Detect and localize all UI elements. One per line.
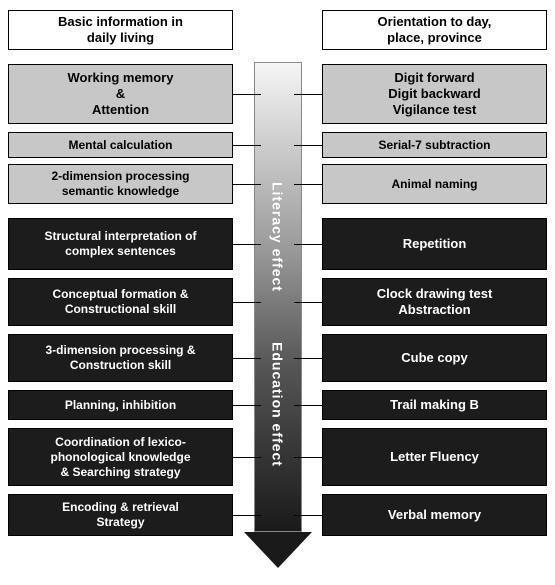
- box-text-line: Attention: [92, 102, 149, 118]
- right-header-box: Orientation to day,place, province: [322, 10, 547, 50]
- box-text-line: 3-dimension processing &: [45, 343, 195, 358]
- box-text-line: Structural interpretation of: [44, 229, 196, 244]
- connector-line: [294, 457, 323, 458]
- connector-line: [232, 405, 261, 406]
- left-header-box: Basic information indaily living: [8, 10, 233, 50]
- box-text-line: Working memory: [68, 70, 174, 86]
- connector-line: [232, 457, 261, 458]
- right-row-box: Trail making B: [322, 390, 547, 420]
- diagram-columns: Basic information indaily living Working …: [8, 10, 547, 536]
- box-text-line: semantic knowledge: [62, 184, 179, 199]
- connector-line: [294, 94, 323, 95]
- right-row-box: Digit forwardDigit backwardVigilance tes…: [322, 64, 547, 124]
- right-row-box: Repetition: [322, 218, 547, 270]
- box-text-line: Vigilance test: [393, 102, 477, 118]
- box-text-line: Cube copy: [401, 350, 467, 366]
- connector-line: [232, 94, 261, 95]
- box-text-line: Strategy: [96, 515, 144, 530]
- box-text-line: Digit forward: [394, 70, 474, 86]
- box-text-line: Clock drawing test: [377, 286, 493, 302]
- box-text-line: &: [116, 86, 125, 102]
- box-text-line: Animal naming: [391, 177, 477, 192]
- arrow-head-icon: [244, 532, 312, 568]
- connector-line: [232, 515, 261, 516]
- box-text-line: phonological knowledge: [50, 450, 190, 465]
- box-text-line: Verbal memory: [388, 507, 481, 523]
- box-text-line: Orientation to day,: [378, 14, 492, 30]
- connector-line: [294, 244, 323, 245]
- right-row-box: Clock drawing testAbstraction: [322, 278, 547, 326]
- right-row-box: Serial-7 subtraction: [322, 132, 547, 158]
- box-text-line: Mental calculation: [68, 138, 172, 153]
- box-text-line: Serial-7 subtraction: [378, 138, 490, 153]
- connector-line: [232, 145, 261, 146]
- box-text-line: Constructional skill: [65, 302, 176, 317]
- box-text-line: Coordination of lexico-: [55, 435, 186, 450]
- box-text-line: Conceptual formation &: [52, 287, 188, 302]
- connector-line: [294, 405, 323, 406]
- box-text-line: Construction skill: [70, 358, 171, 373]
- right-row-box: Animal naming: [322, 164, 547, 204]
- box-text-line: Abstraction: [398, 302, 470, 318]
- left-row-box: Working memory&Attention: [8, 64, 233, 124]
- box-text-line: Basic information in: [58, 14, 183, 30]
- left-row-box: Encoding & retrievalStrategy: [8, 494, 233, 536]
- left-column: Basic information indaily living Working …: [8, 10, 233, 536]
- left-row-box: Planning, inhibition: [8, 390, 233, 420]
- connector-line: [294, 184, 323, 185]
- box-text-line: & Searching strategy: [60, 465, 180, 480]
- box-text-line: Trail making B: [390, 397, 479, 413]
- right-row-box: Verbal memory: [322, 494, 547, 536]
- connector-line: [294, 302, 323, 303]
- box-text-line: 2-dimension processing: [51, 169, 189, 184]
- connector-line: [232, 244, 261, 245]
- connector-line: [294, 515, 323, 516]
- box-text-line: Digit backward: [388, 86, 480, 102]
- left-row-box: Mental calculation: [8, 132, 233, 158]
- right-row-box: Letter Fluency: [322, 428, 547, 486]
- right-row-box: Cube copy: [322, 334, 547, 382]
- box-text-line: Letter Fluency: [390, 449, 479, 465]
- box-text-line: complex sentences: [65, 244, 176, 259]
- box-text-line: Planning, inhibition: [65, 398, 176, 413]
- connector-line: [294, 358, 323, 359]
- box-text-line: place, province: [387, 30, 482, 46]
- box-text-line: daily living: [87, 30, 154, 46]
- left-row-box: 2-dimension processingsemantic knowledge: [8, 164, 233, 204]
- left-row-box: Structural interpretation ofcomplex sent…: [8, 218, 233, 270]
- left-row-box: Coordination of lexico-phonological know…: [8, 428, 233, 486]
- connector-line: [232, 302, 261, 303]
- box-text-line: Repetition: [403, 236, 467, 252]
- connector-line: [232, 184, 261, 185]
- box-text-line: Encoding & retrieval: [62, 500, 179, 515]
- left-row-box: 3-dimension processing &Construction ski…: [8, 334, 233, 382]
- right-column: Orientation to day,place, province Digit …: [322, 10, 547, 536]
- connector-line: [232, 358, 261, 359]
- connector-line: [294, 145, 323, 146]
- left-row-box: Conceptual formation &Constructional ski…: [8, 278, 233, 326]
